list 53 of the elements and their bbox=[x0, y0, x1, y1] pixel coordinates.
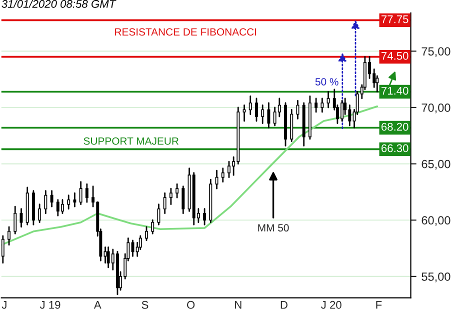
annotation: RESISTANCE DE FIBONACCI bbox=[115, 28, 256, 36]
ref-line-label: 74.50 bbox=[382, 52, 408, 60]
ref-line-label: 77.75 bbox=[382, 15, 408, 24]
candlestick bbox=[8, 226, 11, 246]
x-tick-label: D bbox=[280, 301, 288, 309]
candlestick bbox=[145, 226, 148, 242]
candlestick bbox=[163, 192, 166, 214]
x-tick-label: J bbox=[2, 301, 6, 309]
candlestick bbox=[203, 208, 206, 226]
candlestick bbox=[314, 98, 318, 113]
text: 31/01/2020 08:58 GMT bbox=[2, 0, 116, 8]
annotation: SUPPORT MAJEUR bbox=[84, 137, 178, 145]
ref-line-label: 71.40 bbox=[382, 86, 408, 95]
y-tick-label: 75,00 bbox=[422, 47, 450, 57]
candlestick bbox=[215, 170, 218, 190]
candlestick bbox=[85, 183, 88, 203]
candlestick bbox=[157, 204, 160, 226]
candlestick bbox=[242, 104, 246, 122]
candlestick bbox=[176, 183, 179, 198]
candlestick bbox=[60, 199, 64, 214]
candlestick bbox=[255, 98, 258, 122]
x-tick-label: F bbox=[376, 301, 382, 309]
candlestick bbox=[261, 104, 264, 124]
y-tick-label: 70,00 bbox=[422, 104, 450, 114]
candlestick bbox=[320, 98, 324, 113]
ref-line-label: 68.20 bbox=[381, 122, 408, 131]
x-tick-label: J 20 bbox=[321, 300, 342, 309]
candlestick bbox=[73, 192, 76, 208]
candlestick bbox=[182, 186, 185, 214]
ref-line-label: 66.30 bbox=[381, 144, 408, 152]
candlestick bbox=[44, 190, 48, 214]
y-tick-label: 55,00 bbox=[422, 272, 450, 282]
candlestick bbox=[67, 194, 70, 210]
candlestick bbox=[326, 91, 330, 108]
y-tick-label: 60,00 bbox=[422, 216, 450, 226]
candlestick bbox=[267, 102, 270, 128]
x-tick-label: O bbox=[187, 300, 195, 309]
annotation: MM 50 bbox=[258, 224, 289, 232]
candlestick bbox=[221, 168, 224, 183]
candlestick bbox=[1, 235, 4, 264]
candlestick bbox=[50, 190, 54, 208]
candlestick bbox=[248, 96, 252, 115]
x-tick-label: A bbox=[94, 301, 102, 309]
annotation: 50 % bbox=[315, 78, 338, 86]
candlestick bbox=[169, 188, 172, 206]
candlestick bbox=[38, 204, 42, 224]
candlestick bbox=[14, 206, 17, 234]
y-tick-label: 65,00 bbox=[422, 160, 450, 170]
x-tick-label: N bbox=[235, 301, 242, 309]
candlestick bbox=[79, 181, 82, 206]
x-tick-label: S bbox=[142, 300, 148, 309]
x-tick-label: J 19 bbox=[40, 300, 60, 309]
candlestick bbox=[151, 219, 154, 234]
